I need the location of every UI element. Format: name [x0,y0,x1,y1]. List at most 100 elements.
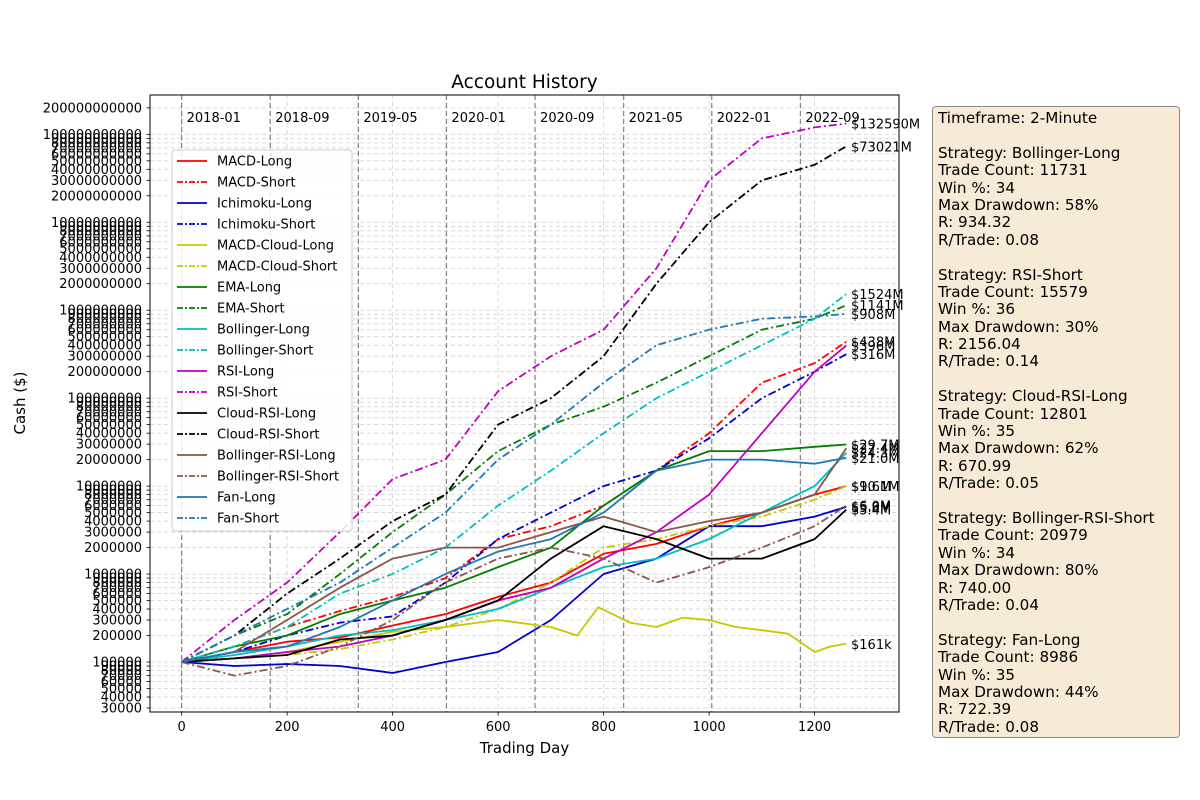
y-tick-label: 90000 [101,660,142,675]
y-tick-label: 90000000000 [51,132,142,147]
y-tick-label: 800000000 [68,312,142,327]
end-value-label: $908M [851,308,895,323]
y-tick-label: 4000000000 [59,251,142,266]
period-marker-label: 2022-01 [717,111,771,126]
y-tick-label: 20000000 [76,453,142,468]
series-line-ema-long [181,443,847,663]
plot-frame [149,94,900,713]
legend-entry-label: RSI-Short [217,386,278,401]
strategy-trade-count-text: Trade Count: 15579 [938,282,1088,301]
x-tick-label: 200 [275,720,300,735]
timeframe-text: Timeframe: 2-Minute [938,109,1098,127]
strategy-win-text: Win %: 34 [938,543,1016,562]
legend-entry-label: Ichimoku-Short [217,218,315,233]
y-tick-label: 40000 [101,690,142,705]
legend-entry-label: Fan-Short [217,512,279,527]
y-tick-label: 6000000 [84,499,142,514]
strategy-drawdown-text: Max Drawdown: 44% [938,682,1099,701]
y-tick-label: 400000000 [68,339,142,354]
strategy-r-trade-text: R/Trade: 0.05 [938,474,1040,493]
series-line-cloud-rsi-long [181,508,847,663]
y-tick-label: 9000000000 [59,220,142,235]
period-marker-label: 2022-09 [805,111,859,126]
y-axis-label: Cash ($) [11,371,29,434]
legend-entry-label: Bollinger-Long [217,323,310,338]
end-value-label: $1141M [851,299,904,314]
strategy-trade-count-text: Trade Count: 12801 [938,404,1088,423]
info-spacer [938,614,1179,631]
strategy-drawdown-text: Max Drawdown: 58% [938,195,1099,214]
y-tick-label: 3000000 [84,526,142,541]
strategy-info-box: Timeframe: 2-Minute Strategy: Bollinger-… [932,106,1180,738]
series-line-ichimoku-long [181,506,847,674]
info-spacer [938,371,1179,388]
strategy-trade-count-text: Trade Count: 11731 [938,161,1088,180]
y-tick-label: 700000 [92,581,142,596]
y-axis-ticks: 3000040000500006000070000800009000010000… [43,101,150,716]
series-line-fan-long [181,456,847,663]
y-tick-label: 200000 [92,629,142,644]
legend-entry-label: MACD-Long [217,155,292,170]
strategy-r-text: R: 934.32 [938,213,1012,232]
series-line-fan-short [181,313,847,663]
y-tick-label: 200000000 [68,365,142,380]
series-line-cloud-rsi-short [181,145,847,663]
y-tick-label: 300000 [92,614,142,629]
chart-title: Account History [451,72,597,93]
strategy-r-text: R: 740.00 [938,578,1012,597]
strategy-name-text: Strategy: Fan-Long [938,630,1081,649]
y-tick-label: 70000000 [76,405,142,420]
end-labels: $10.1M $438M $5.8M $316M $161k $9.6M $29.7M $11… [851,118,920,653]
y-tick-label: 70000000000 [51,141,142,156]
end-value-label: $10.1M [851,480,899,495]
y-tick-label: 2000000000 [59,277,142,292]
strategy-name-text: Strategy: RSI-Short [938,265,1083,284]
y-tick-label: 7000000 [84,493,142,508]
series-line-ema-short [181,304,847,663]
y-tick-label: 30000000 [76,438,142,453]
y-tick-label: 80000 [101,664,142,679]
strategy-r-trade-text: R/Trade: 0.14 [938,352,1040,371]
period-marker-label: 2018-09 [275,111,329,126]
series-line-rsi-long [181,344,847,663]
series-line-macd-short [181,340,847,663]
strategy-win-text: Win %: 35 [938,422,1016,441]
strategy-r-trade-text: R/Trade: 0.08 [938,717,1040,736]
legend-entry-label: RSI-Long [217,365,274,380]
y-tick-label: 1000000000 [59,304,142,319]
end-value-label: $132590M [851,118,920,133]
info-spacer [938,249,1179,266]
period-marker-label: 2021-05 [629,111,683,126]
end-value-label: $396M [851,340,895,355]
strategy-drawdown-text: Max Drawdown: 80% [938,561,1099,580]
y-tick-label: 30000 [101,701,142,716]
series-line-ichimoku-short [181,353,847,663]
y-tick-label: 80000000 [76,400,142,415]
period-marker-label: 2020-09 [540,111,594,126]
y-tick-label: 600000 [92,587,142,602]
strategy-trade-count-text: Trade Count: 8986 [938,648,1079,667]
y-tick-label: 8000000 [84,488,142,503]
strategy-name-text: Strategy: Cloud-RSI-Long [938,387,1128,406]
legend-entry-label: EMA-Long [217,281,281,296]
legend-entry-label: MACD-Cloud-Long [217,239,334,254]
y-tick-label: 900000 [92,572,142,587]
y-tick-label: 400000 [92,603,142,618]
y-tick-label: 30000000000 [51,174,142,189]
series-line-bollinger-long [181,452,847,663]
y-tick-label: 4000000 [84,515,142,530]
legend-entry-label: Ichimoku-Long [217,197,312,212]
series-line-macd-cloud-long [181,606,847,663]
legend-entry-label: EMA-Short [217,302,285,317]
y-tick-label: 60000 [101,675,142,690]
series-line-bollinger-short [181,293,847,663]
end-value-label: $24.3M [851,447,899,462]
info-spacer [938,127,1179,144]
y-tick-label: 100000000000 [43,128,142,143]
strategy-drawdown-text: Max Drawdown: 30% [938,317,1099,336]
end-value-label: $27.4M [851,442,899,457]
x-axis-ticks: 0 200 400 600 800 1000 1200 [178,712,831,735]
y-tick-label: 500000000 [68,330,142,345]
strategy-stats-list: Strategy: Bollinger-Long Trade Count: 117… [938,127,1179,736]
